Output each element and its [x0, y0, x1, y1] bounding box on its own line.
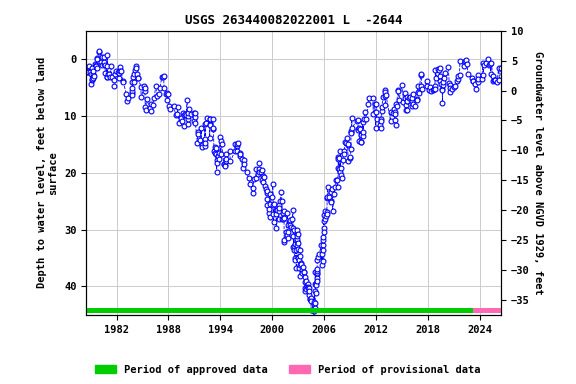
Y-axis label: Depth to water level, feet below land
surface: Depth to water level, feet below land su…: [37, 57, 59, 288]
Title: USGS 263440082022001 L  -2644: USGS 263440082022001 L -2644: [185, 14, 403, 27]
Legend: Period of approved data, Period of provisional data: Period of approved data, Period of provi…: [91, 361, 485, 379]
Bar: [86, 308, 473, 313]
Bar: [473, 308, 501, 313]
Y-axis label: Groundwater level above NGVD 1929, feet: Groundwater level above NGVD 1929, feet: [533, 51, 544, 295]
